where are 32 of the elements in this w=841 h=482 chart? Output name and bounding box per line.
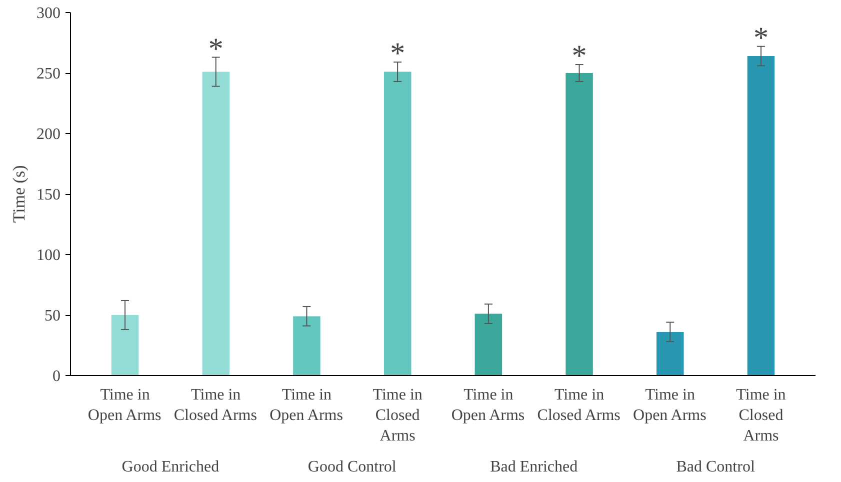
y-tick-label: 250 — [36, 66, 60, 82]
text: Good Control — [308, 458, 397, 476]
bar — [566, 73, 593, 376]
bar — [747, 56, 775, 376]
y-tick-label: 300 — [36, 5, 60, 22]
y-tick-label: 0 — [52, 368, 60, 385]
x-tick-label: Time in Closed Arms — [372, 386, 422, 444]
x-tick-label: Time in Open Arms — [451, 386, 525, 424]
text: Bad Enriched — [490, 458, 578, 476]
data-label: * — [753, 21, 768, 54]
y-axis-title: Time (s) — [10, 165, 28, 223]
data-label: * — [572, 40, 587, 73]
x-tick-label: Time in Open Arms — [270, 386, 343, 424]
bar — [111, 315, 139, 376]
bar — [656, 332, 684, 376]
x-tick-label: Time in Open Arms — [88, 386, 162, 424]
data-label: * — [208, 32, 224, 66]
y-tick-label: 100 — [36, 247, 60, 264]
bar — [384, 72, 412, 376]
bar — [293, 316, 320, 376]
x-tick-label: Time in Closed Arms — [174, 386, 257, 424]
x-tick-label: Time in Open Arms — [633, 386, 706, 424]
bar — [474, 314, 502, 376]
bar — [202, 72, 230, 376]
y-tick-label: 150 — [36, 186, 60, 204]
y-tick-label: 200 — [36, 126, 60, 143]
y-tick-label: 50 — [44, 308, 60, 324]
data-label: * — [390, 37, 406, 70]
x-tick-label: Time in Closed Arms — [537, 386, 620, 424]
text: Good Enriched — [122, 458, 220, 476]
text: Bad Control — [676, 458, 756, 476]
x-tick-label: Time in Closed Arms — [736, 386, 786, 444]
